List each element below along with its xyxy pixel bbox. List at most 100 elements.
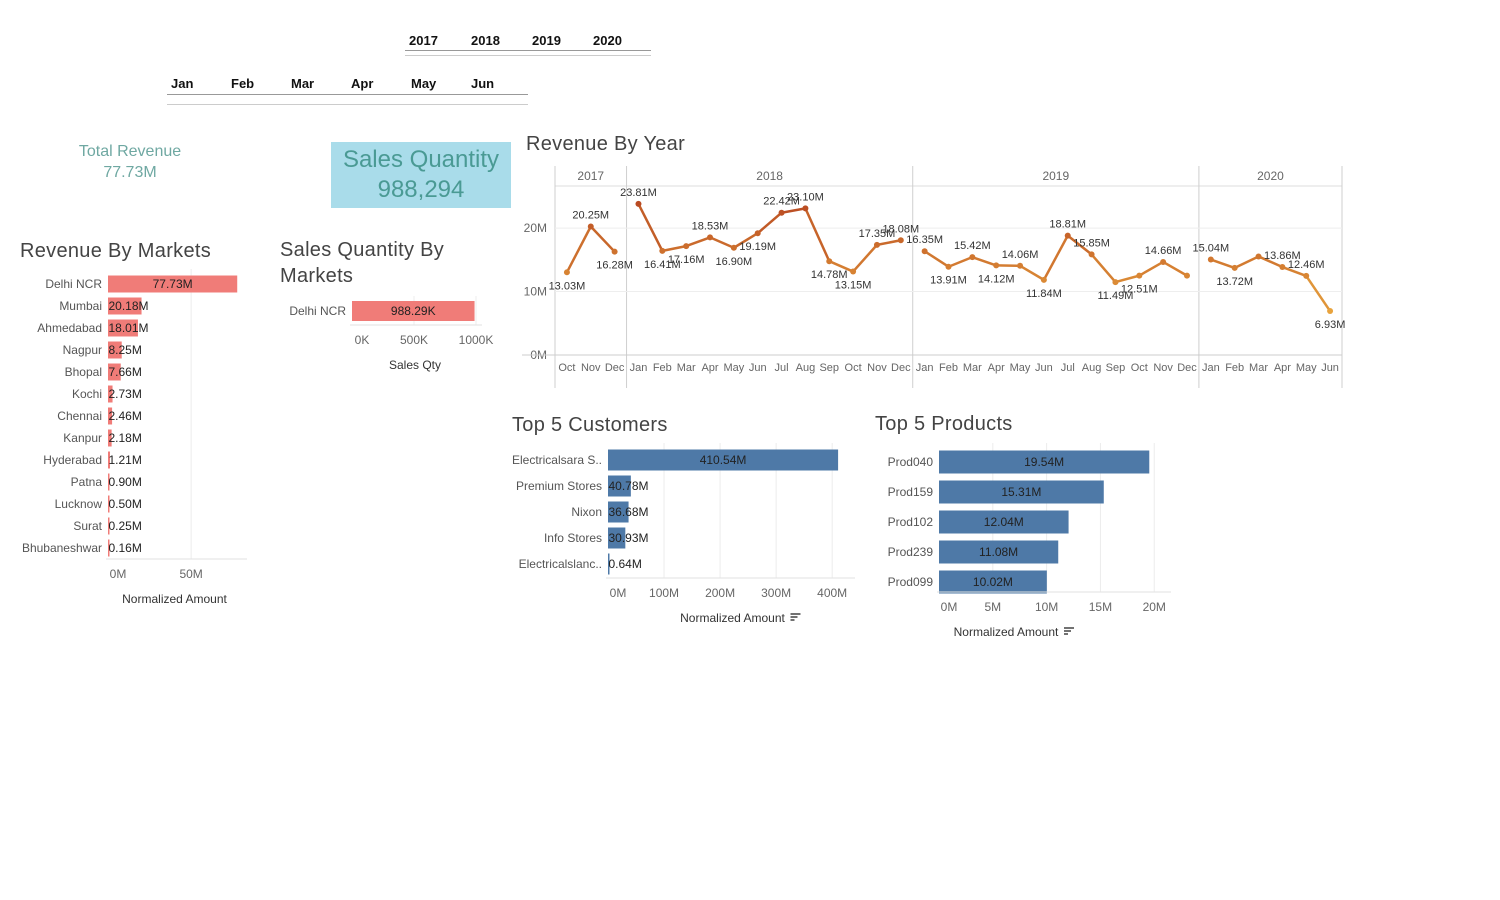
data-point xyxy=(587,223,594,230)
series-line-segment xyxy=(589,225,616,253)
x-tick-label: 1000K xyxy=(459,333,494,347)
revenue-by-year-title: Revenue By Year xyxy=(526,133,686,155)
data-point xyxy=(1207,256,1214,263)
data-label: 18.81M xyxy=(1049,219,1086,231)
bar xyxy=(108,539,110,557)
series-line-segment xyxy=(1114,274,1141,284)
x-tick-label: 10M xyxy=(1035,600,1058,614)
bar xyxy=(608,527,626,549)
series-line-segment xyxy=(1257,255,1284,269)
x-tick-label: Dec xyxy=(891,362,911,374)
series-line-segment xyxy=(661,244,688,253)
data-label: 18.53M xyxy=(692,220,729,232)
data-label: 0.90M xyxy=(109,475,142,489)
bar xyxy=(352,301,475,321)
year-filter-2017[interactable]: 2017 xyxy=(409,33,438,48)
x-tick-label: Aug xyxy=(1082,362,1102,374)
data-label: 2.73M xyxy=(109,387,142,401)
data-label: 18.08M xyxy=(882,223,919,235)
bar xyxy=(108,407,113,425)
year-filter-2018[interactable]: 2018 xyxy=(471,33,500,48)
month-filter-mar[interactable]: Mar xyxy=(291,76,315,91)
x-tick-label: Jul xyxy=(775,362,789,374)
category-label: Electricalsara S.. xyxy=(512,453,602,467)
category-label: Info Stores xyxy=(544,531,602,545)
series-line-segment xyxy=(684,236,712,248)
category-label: Nixon xyxy=(571,505,602,519)
x-tick-label: 0M xyxy=(110,567,127,581)
data-point xyxy=(945,263,952,270)
month-filter-jan[interactable]: Jan xyxy=(171,76,194,91)
category-label: Lucknow xyxy=(55,497,103,511)
data-point xyxy=(563,269,570,276)
revenue-by-markets-title: Revenue By Markets xyxy=(20,240,212,262)
data-label: 20.25M xyxy=(572,209,609,221)
x-tick-label: 300M xyxy=(761,586,791,600)
data-point xyxy=(969,254,976,261)
y-tick-label: 20M xyxy=(524,221,547,235)
top-products-chart: Prod040 19.54M Prod159 15.31M Prod102 12.04M P… xyxy=(888,443,1171,639)
x-tick-label: May xyxy=(1010,362,1031,374)
series-line-segment xyxy=(1066,234,1093,256)
month-filter-feb[interactable]: Feb xyxy=(231,76,255,91)
bar xyxy=(608,475,631,497)
data-label: 23.10M xyxy=(787,191,824,203)
data-label: 19.54M xyxy=(1024,455,1064,469)
category-label: Prod099 xyxy=(888,575,934,589)
month-filter-divider-2 xyxy=(167,104,528,105)
series-line-segment xyxy=(780,207,807,214)
data-label: 13.15M xyxy=(835,280,872,292)
data-label: 16.28M xyxy=(596,260,633,272)
month-filter-apr[interactable]: Apr xyxy=(351,76,374,91)
series-line-segment xyxy=(1090,253,1117,284)
bar xyxy=(108,451,111,469)
bar xyxy=(939,510,1069,534)
data-point xyxy=(1303,272,1310,279)
category-label: Bhubaneshwar xyxy=(22,541,102,555)
series-line-segment xyxy=(732,231,759,249)
year-filter-2019[interactable]: 2019 xyxy=(532,33,561,48)
data-label: 15.04M xyxy=(1192,243,1229,255)
data-label: 40.78M xyxy=(609,479,649,493)
month-filter-may[interactable]: May xyxy=(411,76,437,91)
data-label: 14.06M xyxy=(1002,249,1039,261)
data-point xyxy=(730,244,737,251)
series-line-segment xyxy=(637,202,664,253)
x-tick-label: 15M xyxy=(1089,600,1112,614)
data-label: 22.42M xyxy=(763,196,800,208)
year-filter-divider xyxy=(405,50,651,51)
series-line-segment xyxy=(1233,255,1260,270)
month-filter-divider xyxy=(167,94,528,95)
x-tick-label: Oct xyxy=(558,362,575,374)
bar xyxy=(939,540,1059,564)
data-label: 2.46M xyxy=(109,409,142,423)
category-label: Delhi NCR xyxy=(45,277,102,291)
data-label: 12.04M xyxy=(984,515,1024,529)
year-filter-2020[interactable]: 2020 xyxy=(593,33,622,48)
category-label: Prod040 xyxy=(888,455,934,469)
data-point xyxy=(1255,253,1262,260)
sales-quantity-value: 988,294 xyxy=(377,176,465,203)
x-axis-title: Sales Qty xyxy=(389,358,441,372)
x-tick-label: Dec xyxy=(1177,362,1197,374)
series-line-segment xyxy=(565,225,593,274)
category-label: Patna xyxy=(71,475,103,489)
sales-quantity-kpi: Sales Quantity 988,294 xyxy=(331,142,511,208)
data-label: 410.54M xyxy=(700,453,747,467)
category-label: Nagpur xyxy=(63,343,102,357)
x-tick-label: Feb xyxy=(653,362,672,374)
data-label: 13.86M xyxy=(1264,250,1301,262)
category-label: Kochi xyxy=(72,387,102,401)
data-label: 11.49M xyxy=(1098,290,1134,302)
x-axis-title: Normalized Amount xyxy=(122,592,227,606)
month-filter-jun[interactable]: Jun xyxy=(471,76,495,91)
category-label: Mumbai xyxy=(59,299,102,313)
category-label: Electricalslanc.. xyxy=(519,557,602,571)
category-label: Premium Stores xyxy=(516,479,602,493)
x-tick-label: 400M xyxy=(817,586,847,600)
bar xyxy=(939,480,1104,504)
top-customers-title: Top 5 Customers xyxy=(512,414,668,436)
data-point xyxy=(993,262,1000,269)
bar xyxy=(608,501,629,523)
bar xyxy=(939,570,1047,594)
